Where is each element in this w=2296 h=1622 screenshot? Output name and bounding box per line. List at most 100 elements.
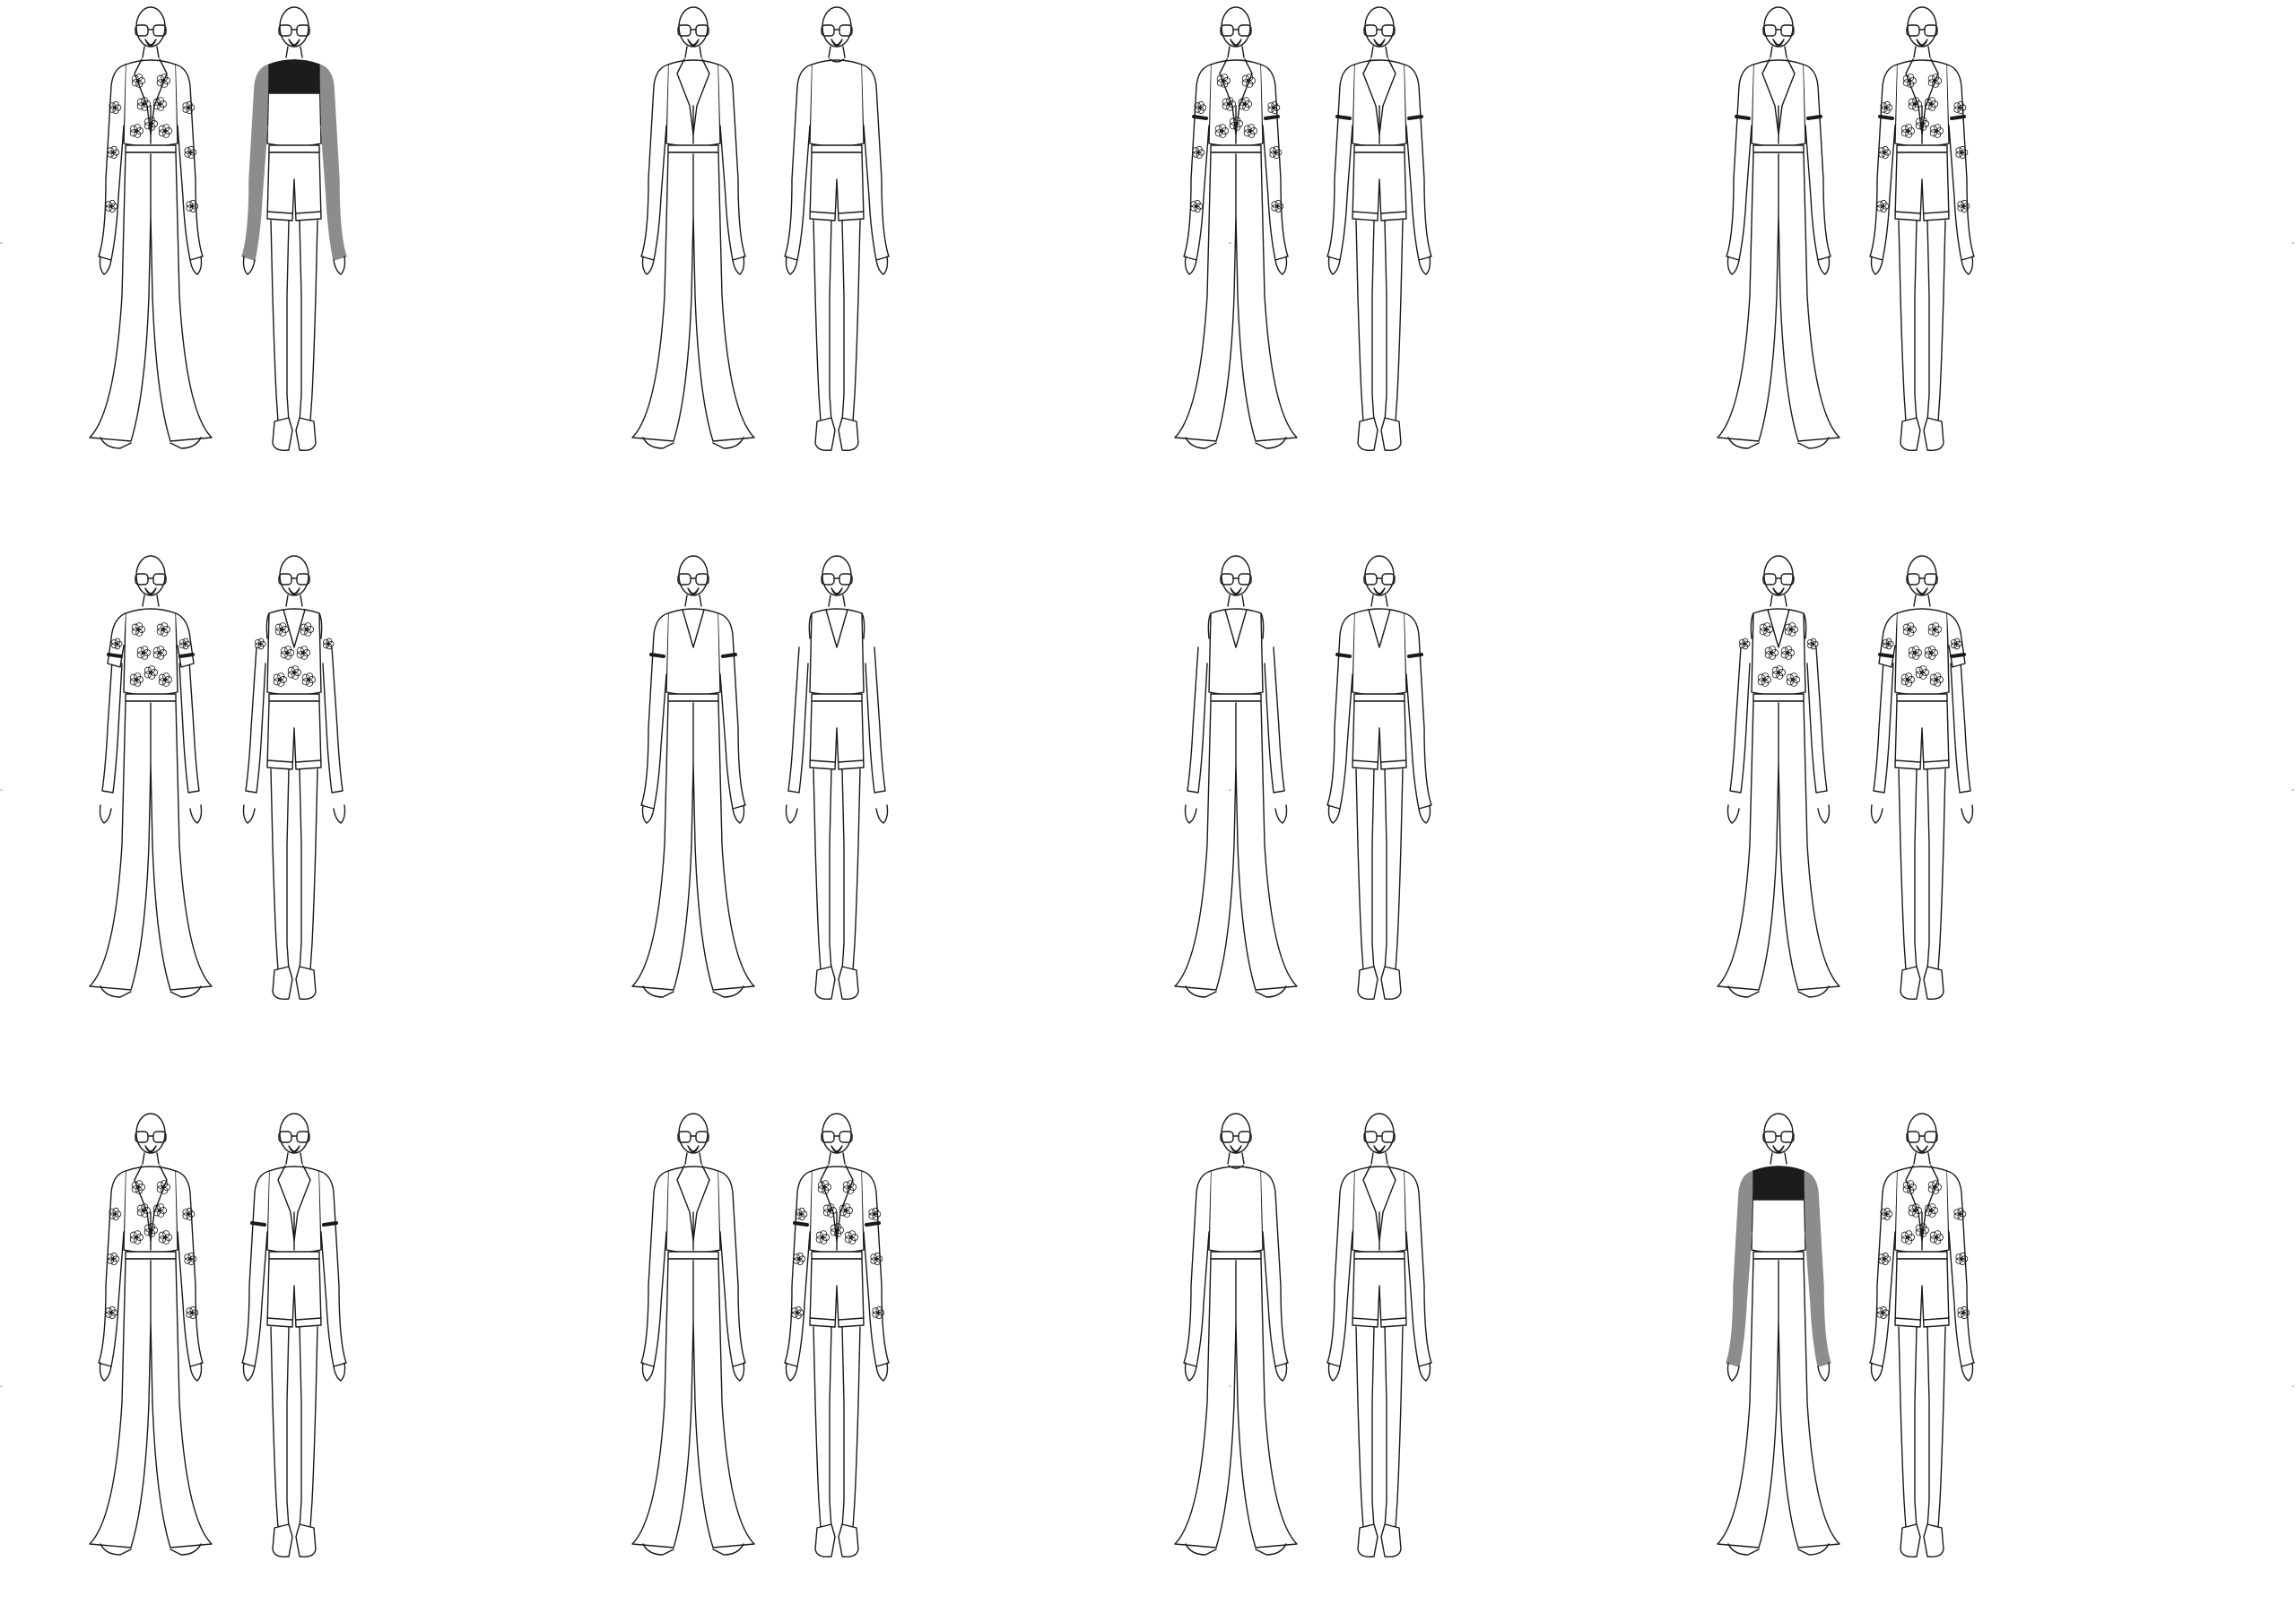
shorts-cuffs bbox=[809, 1317, 865, 1321]
sketch-panel bbox=[63, 549, 605, 1097]
flower-motif bbox=[1902, 74, 1918, 88]
leg-left bbox=[1355, 1326, 1375, 1529]
beard bbox=[687, 587, 700, 595]
sleeve-right bbox=[1946, 612, 1966, 668]
sleeve-right bbox=[1260, 1170, 1289, 1367]
figure-right bbox=[242, 555, 346, 1001]
figure-left bbox=[1174, 1113, 1298, 1556]
torso bbox=[809, 59, 865, 147]
flower-motif bbox=[795, 1207, 808, 1221]
head bbox=[1364, 1113, 1395, 1154]
hand-right bbox=[732, 804, 745, 824]
flower-motif bbox=[182, 100, 196, 115]
sleeve-left bbox=[1869, 1170, 1898, 1367]
belt bbox=[1210, 144, 1262, 153]
flower-motif bbox=[152, 1203, 168, 1218]
flower-motif bbox=[156, 622, 171, 637]
sleeve-left bbox=[98, 64, 126, 261]
shoes bbox=[642, 437, 744, 449]
leg-left bbox=[270, 768, 290, 971]
leg-left bbox=[1898, 768, 1918, 971]
boot-right bbox=[1923, 417, 1944, 452]
hand-right bbox=[1418, 256, 1431, 275]
belt bbox=[1896, 144, 1948, 153]
flower-motif bbox=[1929, 124, 1944, 138]
beard bbox=[144, 587, 157, 595]
neck bbox=[142, 1152, 160, 1165]
boot-right bbox=[1923, 1523, 1944, 1558]
flared-trousers bbox=[89, 700, 213, 991]
head bbox=[678, 6, 709, 48]
shorts bbox=[266, 1258, 322, 1328]
registration-tick bbox=[0, 789, 3, 791]
hand-left bbox=[1184, 1362, 1197, 1382]
shoes bbox=[1185, 1543, 1287, 1556]
figure-right bbox=[1869, 6, 1975, 452]
boot-right bbox=[1923, 966, 1944, 1001]
belt bbox=[667, 144, 719, 153]
glasses-lens-right bbox=[695, 1131, 709, 1143]
flower-motif bbox=[109, 1207, 122, 1221]
hand-right bbox=[1817, 804, 1831, 824]
shorts-cuffs bbox=[1352, 211, 1407, 214]
flower-motif bbox=[1192, 145, 1205, 160]
sketch-panel bbox=[1148, 1097, 1691, 1622]
neck bbox=[828, 594, 846, 607]
glasses-lens-right bbox=[152, 24, 167, 37]
sleeve-left bbox=[1326, 612, 1355, 810]
neck bbox=[285, 594, 303, 607]
arm-right bbox=[1950, 646, 1971, 794]
neck bbox=[1770, 1152, 1787, 1165]
flower-motif bbox=[1876, 199, 1890, 213]
neck bbox=[828, 1152, 846, 1165]
neck bbox=[1913, 594, 1931, 607]
armband-right bbox=[1407, 653, 1423, 658]
flower-motif bbox=[1900, 1230, 1916, 1245]
sleeve-right bbox=[1404, 612, 1432, 810]
flower-motif bbox=[1807, 638, 1819, 650]
registration-tick bbox=[1229, 242, 1231, 244]
figure-right bbox=[1326, 1113, 1432, 1558]
flower-motif bbox=[1241, 74, 1257, 88]
hand-right bbox=[1274, 804, 1288, 824]
tank-straps bbox=[808, 612, 865, 639]
beard bbox=[288, 39, 300, 47]
head bbox=[822, 555, 852, 596]
flower-motif bbox=[255, 638, 266, 650]
leg-right bbox=[1926, 768, 1946, 971]
registration-tick bbox=[1229, 1385, 1231, 1387]
flower-motif bbox=[105, 1305, 118, 1320]
beard bbox=[831, 39, 843, 47]
head bbox=[678, 555, 709, 596]
neck bbox=[1227, 1152, 1245, 1165]
boot-right bbox=[1380, 1523, 1402, 1558]
flower-motif bbox=[129, 672, 144, 687]
flower-motif bbox=[144, 117, 159, 131]
hand-left bbox=[99, 1362, 112, 1382]
hand-right bbox=[1961, 256, 1974, 275]
figure-left bbox=[89, 6, 213, 449]
boot-left bbox=[1357, 966, 1378, 1001]
flower-motif bbox=[1924, 646, 1939, 660]
figure-left bbox=[1717, 6, 1840, 449]
flower-motif bbox=[1880, 100, 1893, 115]
armband-right bbox=[1806, 115, 1822, 120]
sleeve-left bbox=[241, 1170, 270, 1367]
shoes bbox=[100, 985, 202, 998]
armband-left bbox=[250, 1221, 266, 1227]
glasses-lens-right bbox=[695, 24, 709, 37]
leg-right bbox=[841, 768, 861, 971]
shoes bbox=[1185, 985, 1287, 998]
hand-left bbox=[1327, 256, 1341, 275]
arm-right bbox=[322, 646, 344, 794]
shoes bbox=[1727, 985, 1830, 998]
armband-right bbox=[1950, 115, 1966, 120]
sleeve-left bbox=[640, 64, 669, 261]
glasses-lens-right bbox=[1238, 573, 1252, 585]
armband-right bbox=[178, 653, 195, 658]
flower-motif bbox=[1953, 1207, 1967, 1221]
sleeve-left bbox=[640, 612, 669, 810]
flower-motif bbox=[1915, 665, 1930, 680]
sleeve-right bbox=[1404, 1170, 1432, 1367]
sleeve-right bbox=[175, 1170, 204, 1367]
